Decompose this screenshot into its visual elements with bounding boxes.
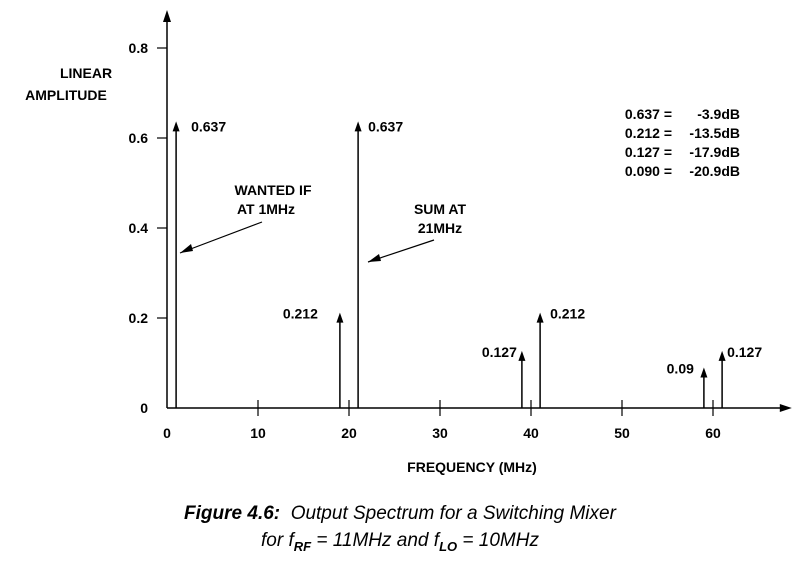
axis-ticks: 0 0.2 0.4 0.6 0.8 0 10 20 30 40 50 60 <box>129 40 721 441</box>
spectral-line-value-label: 0.637 <box>368 118 403 134</box>
spectral-line-arrowhead <box>536 312 544 323</box>
spectral-line-arrowhead <box>172 121 180 132</box>
annotation-sum-arrowhead <box>368 254 381 262</box>
spectral-line-value-label: 0.127 <box>727 344 762 360</box>
x-tick-label: 50 <box>614 425 630 441</box>
annotation-wanted-if-arrowhead <box>180 244 193 253</box>
db-table-lin-1: 0.637 = <box>625 106 672 122</box>
db-table-db-4: -20.9dB <box>689 163 740 179</box>
figure-caption-line1: Figure 4.6: Output Spectrum for a Switch… <box>0 503 800 525</box>
annotation-sum-line2: 21MHz <box>418 220 462 236</box>
spectral-line-arrowhead <box>518 350 526 361</box>
spectral-lines: 0.637 0.212 0.637 0.127 0.212 0.09 0.127 <box>172 118 762 408</box>
db-table-lin-3: 0.127 = <box>625 144 672 160</box>
annotation-sum-line1: SUM AT <box>414 201 467 217</box>
caption-sub-rf: RF <box>293 538 312 554</box>
db-table-db-1: -3.9dB <box>697 106 740 122</box>
y-axis-label-line1: LINEAR <box>60 65 112 81</box>
x-tick-label: 20 <box>341 425 357 441</box>
y-tick-label: 0 <box>140 400 148 416</box>
spectral-line-value-label: 0.09 <box>667 361 694 377</box>
db-conversion-table: 0.637 = -3.9dB 0.212 = -13.5dB 0.127 = -… <box>625 106 740 179</box>
x-tick-label: 30 <box>432 425 448 441</box>
caption-part-post: = 10MHz <box>457 530 539 551</box>
y-axis-label-line2: AMPLITUDE <box>25 87 107 103</box>
caption-sub-lo: LO <box>439 538 458 554</box>
y-tick-label: 0.2 <box>129 310 149 326</box>
spectral-line-value-label: 0.637 <box>191 118 226 134</box>
caption-part-pre: for f <box>261 530 294 551</box>
db-table-db-3: -17.9dB <box>689 144 740 160</box>
annotation-wanted-if-arrow <box>179 221 263 254</box>
caption-part-mid: = 11MHz and f <box>311 530 440 551</box>
x-tick-label: 10 <box>250 425 266 441</box>
x-tick-label: 0 <box>163 425 171 441</box>
spectral-line-arrowhead <box>354 121 362 132</box>
spectral-line-value-label: 0.212 <box>283 306 318 322</box>
spectral-line-arrowhead <box>718 350 726 361</box>
x-axis-label: FREQUENCY (MHz) <box>407 459 537 475</box>
x-tick-label: 40 <box>523 425 539 441</box>
spectral-line-value-label: 0.127 <box>482 344 517 360</box>
spectral-line-value-label: 0.212 <box>550 306 585 322</box>
spectral-line-arrowhead <box>700 367 708 378</box>
figure-number: Figure 4.6: <box>184 503 281 524</box>
figure-caption-line2: for fRF = 11MHz and fLO = 10MHz <box>0 530 800 554</box>
annotation-wanted-if-line1: WANTED IF <box>235 182 312 198</box>
annotation-wanted-if-line2: AT 1MHz <box>237 201 295 217</box>
db-table-lin-2: 0.212 = <box>625 125 672 141</box>
spectral-line-arrowhead <box>336 312 344 323</box>
x-axis-arrowhead <box>779 404 792 412</box>
y-tick-label: 0.4 <box>129 220 149 236</box>
x-tick-label: 60 <box>705 425 721 441</box>
y-tick-label: 0.6 <box>129 130 149 146</box>
figure-title: Output Spectrum for a Switching Mixer <box>290 503 616 524</box>
y-tick-label: 0.8 <box>129 40 149 56</box>
y-axis-arrowhead <box>163 10 171 22</box>
db-table-lin-4: 0.090 = <box>625 163 672 179</box>
db-table-db-2: -13.5dB <box>689 125 740 141</box>
